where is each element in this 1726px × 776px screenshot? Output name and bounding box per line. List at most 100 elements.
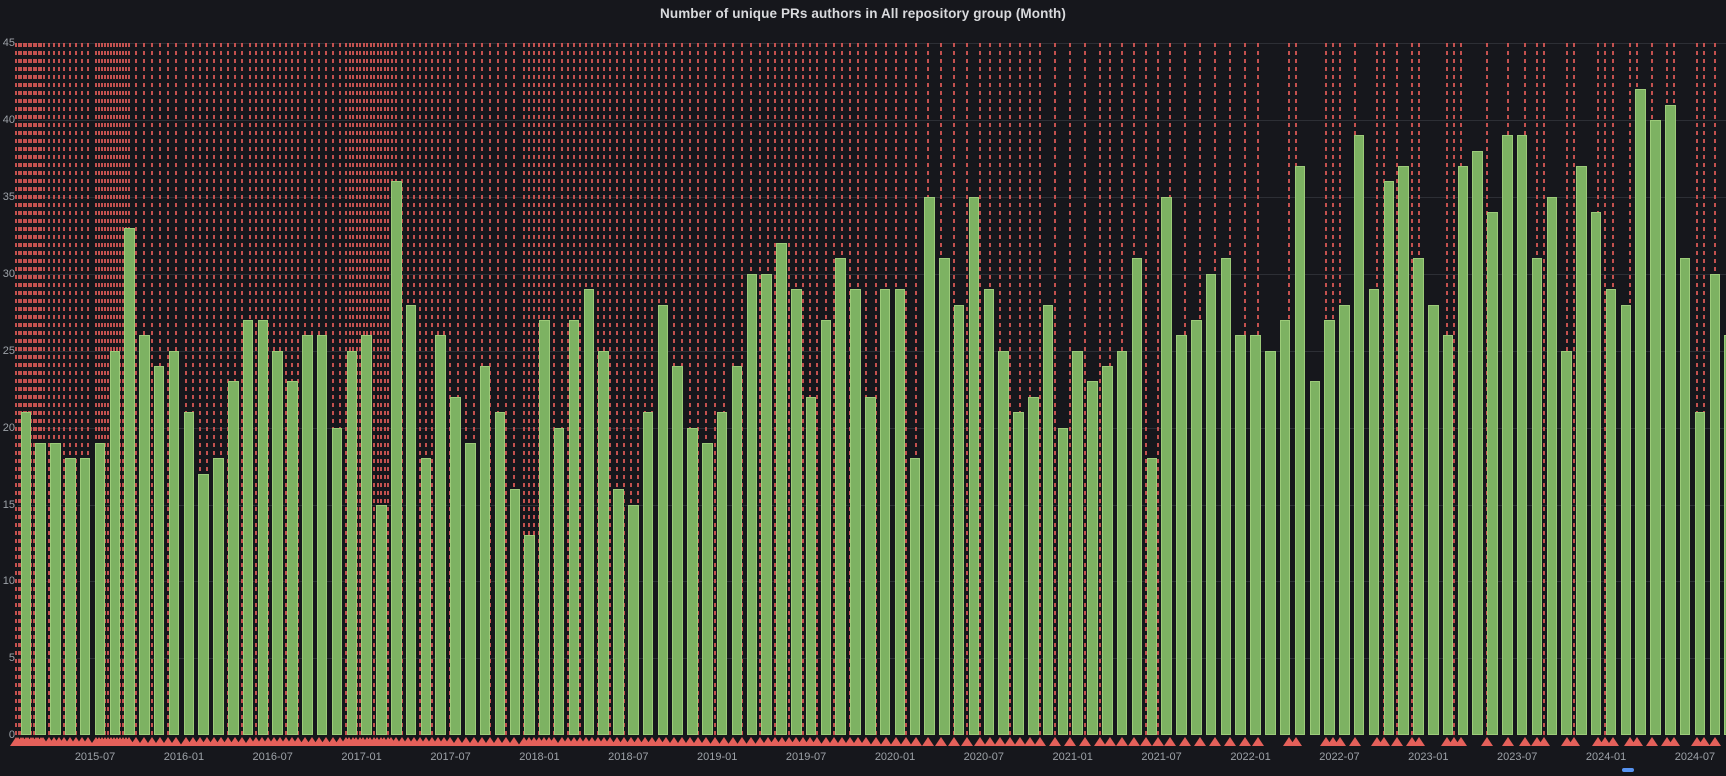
bar-2016-10[interactable] — [316, 335, 328, 736]
bar-2015-10[interactable] — [139, 335, 150, 736]
annotation-line[interactable] — [1019, 43, 1021, 737]
annotation-marker-icon[interactable] — [899, 737, 912, 746]
annotation-marker-icon[interactable] — [1063, 737, 1076, 746]
annotation-line[interactable] — [192, 43, 194, 737]
bar-2019-12[interactable] — [879, 289, 891, 736]
annotation-marker-icon[interactable] — [137, 737, 150, 746]
bar-2022-12[interactable] — [1413, 258, 1424, 736]
annotation-line[interactable] — [1099, 43, 1101, 737]
annotation-marker-icon[interactable] — [1103, 737, 1116, 746]
bar-2020-02[interactable] — [909, 458, 921, 736]
annotation-marker-icon[interactable] — [228, 737, 241, 746]
bar-2016-02[interactable] — [198, 473, 209, 736]
bar-2023-12[interactable] — [1590, 212, 1602, 736]
bar-2020-10[interactable] — [1028, 396, 1039, 736]
annotation-line[interactable] — [431, 43, 433, 737]
annotation-marker-icon[interactable] — [1537, 737, 1550, 746]
bar-2021-04[interactable] — [1116, 350, 1128, 736]
annotation-marker-icon[interactable] — [153, 737, 166, 746]
bar-2018-07[interactable] — [628, 504, 639, 736]
bar-2016-12[interactable] — [346, 350, 358, 736]
bar-2016-11[interactable] — [331, 427, 343, 736]
bar-2015-09[interactable] — [124, 227, 135, 736]
bar-2021-10[interactable] — [1205, 273, 1217, 736]
annotation-marker-icon[interactable] — [1630, 737, 1643, 746]
annotation-marker-icon[interactable] — [298, 737, 311, 746]
annotation-marker-icon[interactable] — [1208, 737, 1221, 746]
annotation-marker-icon[interactable] — [691, 737, 704, 746]
annotation-marker-icon[interactable] — [735, 737, 748, 746]
annotation-marker-icon[interactable] — [947, 737, 960, 746]
annotation-marker-icon[interactable] — [1193, 737, 1206, 746]
annotation-line[interactable] — [1069, 43, 1071, 737]
annotation-line[interactable] — [1486, 43, 1488, 737]
annotation-marker-icon[interactable] — [610, 737, 623, 746]
annotation-marker-icon[interactable] — [645, 737, 658, 746]
annotation-line[interactable] — [915, 43, 917, 737]
annotation-line[interactable] — [95, 43, 97, 737]
annotation-marker-icon[interactable] — [1440, 737, 1453, 746]
bar-2015-02[interactable] — [20, 412, 32, 736]
annotation-line[interactable] — [689, 43, 691, 737]
annotation-marker-icon[interactable] — [1163, 737, 1176, 746]
annotation-marker-icon[interactable] — [459, 737, 472, 746]
bar-2015-11[interactable] — [153, 366, 165, 736]
annotation-line[interactable] — [42, 43, 45, 737]
annotation-line[interactable] — [359, 43, 361, 737]
annotation-marker-icon[interactable] — [1023, 737, 1036, 746]
bar-2015-12[interactable] — [168, 350, 180, 736]
bar-2021-03[interactable] — [1102, 366, 1113, 736]
annotation-marker-icon[interactable] — [843, 737, 856, 746]
annotation-marker-icon[interactable] — [683, 737, 696, 746]
annotation-line[interactable] — [528, 43, 530, 737]
annotation-marker-icon[interactable] — [1033, 737, 1046, 746]
annotation-marker-icon[interactable] — [835, 737, 848, 746]
annotation-marker-icon[interactable] — [1377, 737, 1390, 746]
annotation-line[interactable] — [561, 43, 563, 737]
bar-2020-07[interactable] — [983, 289, 995, 736]
annotation-line[interactable] — [802, 43, 804, 737]
annotation-line[interactable] — [107, 43, 109, 737]
bar-2019-10[interactable] — [850, 289, 861, 736]
annotation-marker-icon[interactable] — [1530, 737, 1543, 746]
bar-2020-04[interactable] — [939, 258, 950, 736]
annotation-line[interactable] — [1084, 43, 1086, 737]
annotation-line[interactable] — [32, 43, 35, 737]
bar-2016-04[interactable] — [228, 381, 239, 736]
annotation-line[interactable] — [465, 43, 467, 737]
annotation-line[interactable] — [1573, 43, 1575, 737]
bar-2022-04[interactable] — [1294, 166, 1306, 736]
annotation-marker-icon[interactable] — [993, 737, 1006, 746]
bar-2019-06[interactable] — [791, 289, 802, 736]
annotation-line[interactable] — [373, 43, 375, 737]
annotation-marker-icon[interactable] — [631, 737, 644, 746]
annotation-line[interactable] — [723, 43, 725, 737]
annotation-marker-icon[interactable] — [1623, 737, 1636, 746]
annotation-marker-icon[interactable] — [768, 737, 781, 746]
annotation-line[interactable] — [1696, 43, 1698, 737]
annotation-line[interactable] — [425, 43, 427, 737]
annotation-marker-icon[interactable] — [652, 737, 665, 746]
bar-2021-01[interactable] — [1072, 350, 1083, 736]
bar-2023-06[interactable] — [1502, 135, 1513, 736]
bar-2017-02[interactable] — [376, 504, 387, 736]
annotation-marker-icon[interactable] — [1151, 737, 1164, 746]
annotation-line[interactable] — [774, 43, 776, 737]
bar-2022-07[interactable] — [1339, 304, 1350, 736]
annotation-marker-icon[interactable] — [312, 737, 325, 746]
bar-2024-06[interactable] — [1679, 258, 1691, 736]
bar-2022-11[interactable] — [1398, 166, 1409, 736]
annotation-line[interactable] — [255, 43, 257, 737]
annotation-line[interactable] — [505, 43, 507, 737]
bar-2015-03[interactable] — [35, 443, 46, 736]
bar-2023-11[interactable] — [1576, 166, 1587, 736]
annotation-marker-icon[interactable] — [1178, 737, 1191, 746]
annotation-line[interactable] — [630, 43, 632, 737]
annotation-marker-icon[interactable] — [638, 737, 651, 746]
annotation-line[interactable] — [1604, 43, 1606, 737]
annotation-line[interactable] — [345, 43, 347, 737]
bar-2024-01[interactable] — [1605, 289, 1617, 736]
annotation-marker-icon[interactable] — [827, 737, 840, 746]
annotation-line[interactable] — [87, 43, 89, 737]
annotation-line[interactable] — [20, 43, 22, 737]
